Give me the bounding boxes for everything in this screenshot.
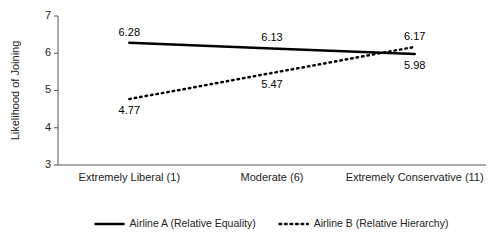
data-label: 6.28: [119, 26, 140, 38]
x-tick-label: Moderate (6): [241, 171, 304, 183]
data-label: 6.17: [404, 30, 425, 42]
y-tick-label: 6: [45, 46, 51, 58]
series-line: [129, 43, 414, 54]
data-label: 6.13: [261, 31, 282, 43]
y-tick: [54, 53, 58, 54]
legend-label: Airline A (Relative Equality): [130, 217, 256, 229]
legend-swatch: [96, 223, 124, 226]
y-axis-label: Likelihood of Joining: [9, 41, 21, 141]
y-tick: [54, 165, 58, 166]
y-tick: [54, 127, 58, 128]
y-tick-label: 5: [45, 83, 51, 95]
x-tick-label: Extremely Conservative (11): [346, 171, 484, 183]
y-tick: [54, 90, 58, 91]
y-tick-label: 4: [45, 121, 51, 133]
legend-item: Airline A (Relative Equality): [96, 217, 256, 229]
legend-swatch: [280, 223, 308, 226]
series-line: [129, 47, 414, 99]
plot-area: [129, 43, 414, 99]
legend-label: Airline B (Relative Hierarchy): [314, 217, 449, 229]
x-tick-label: Extremely Liberal (1): [79, 171, 180, 183]
y-tick-label: 7: [45, 9, 51, 21]
legend: Airline A (Relative Equality) Airline B (…: [96, 217, 449, 229]
x-axis-line: [58, 165, 486, 166]
y-tick: [54, 16, 58, 17]
data-label: 4.77: [119, 104, 140, 116]
chart: 3 4 5 6 7 Likelihood of Joining Extremely Libe…: [0, 0, 500, 240]
y-tick-label: 3: [45, 158, 51, 170]
data-label: 5.98: [404, 59, 425, 71]
legend-item: Airline B (Relative Hierarchy): [280, 217, 449, 229]
data-label: 5.47: [261, 78, 282, 90]
